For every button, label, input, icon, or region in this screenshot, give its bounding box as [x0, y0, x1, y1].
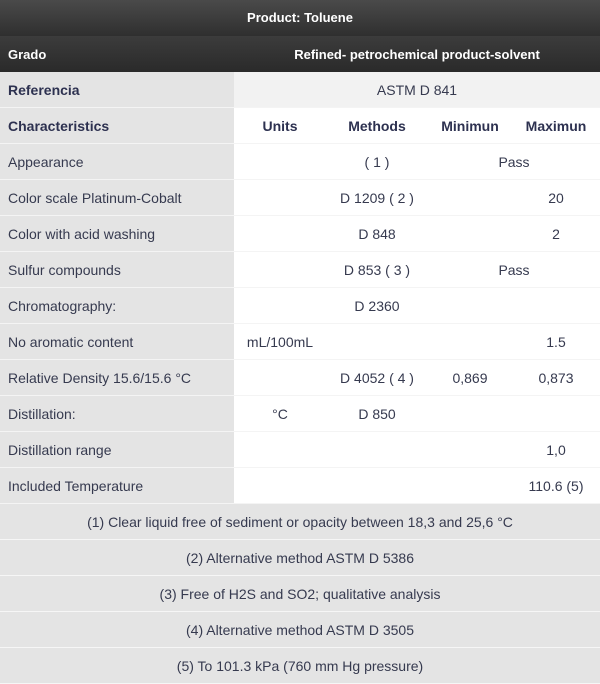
table-row: Appearance ( 1 ) Pass — [0, 144, 600, 180]
row-method: D 853 ( 3 ) — [343, 261, 411, 278]
header-units: Units — [262, 117, 298, 134]
table-row: Color with acid washing D 848 2 — [0, 216, 600, 252]
row-characteristic: Sulfur compounds — [0, 252, 234, 287]
row-method: D 848 — [358, 225, 396, 242]
table-title: Product: Toluene — [0, 0, 600, 36]
row-characteristic: No aromatic content — [0, 324, 234, 359]
row-characteristic: Color scale Platinum-Cobalt — [0, 180, 234, 215]
row-characteristic: Relative Density 15.6/15.6 °C — [0, 360, 234, 395]
header-minimum: Minimun — [441, 117, 499, 134]
table-row: Included Temperature 110.6 (5) — [0, 468, 600, 504]
row-min: 0,869 — [452, 369, 488, 386]
grado-row: Grado Refined- petrochemical product-sol… — [0, 36, 600, 72]
row-max: 20 — [548, 189, 564, 206]
header-row: Characteristics Units Methods Minimun Ma… — [0, 108, 600, 144]
table-row: Color scale Platinum-Cobalt D 1209 ( 2 )… — [0, 180, 600, 216]
grado-value: Refined- petrochemical product-solvent — [294, 46, 540, 62]
table-row: Chromatography: D 2360 — [0, 288, 600, 324]
row-method: D 1209 ( 2 ) — [340, 189, 414, 206]
row-characteristic: Color with acid washing — [0, 216, 234, 251]
grado-label: Grado — [8, 46, 47, 62]
header-characteristics: Characteristics — [0, 108, 234, 143]
row-max: 110.6 (5) — [528, 477, 584, 494]
referencia-row: Referencia ASTM D 841 — [0, 72, 600, 108]
row-characteristic: Chromatography: — [0, 288, 234, 323]
row-characteristic: Appearance — [0, 144, 234, 179]
row-method: D 2360 — [354, 297, 400, 314]
table-row: Distillation range 1,0 — [0, 432, 600, 468]
row-units: mL/100mL — [246, 333, 314, 350]
footnote-3: (3) Free of H2S and SO2; qualitative ana… — [0, 576, 600, 612]
row-characteristic: Included Temperature — [0, 468, 234, 503]
row-max: 1,0 — [546, 441, 566, 458]
header-methods: Methods — [348, 117, 406, 134]
row-max: 2 — [552, 225, 560, 242]
table-row: Distillation: °C D 850 — [0, 396, 600, 432]
footnote-4: (4) Alternative method ASTM D 3505 — [0, 612, 600, 648]
referencia-label: Referencia — [0, 72, 234, 107]
row-method: D 4052 ( 4 ) — [340, 369, 414, 386]
footnote-1: (1) Clear liquid free of sediment or opa… — [0, 504, 600, 540]
header-maximum: Maximun — [525, 117, 587, 134]
row-max: 0,873 — [538, 369, 574, 386]
row-characteristic: Distillation: — [0, 396, 234, 431]
footnote-2: (2) Alternative method ASTM D 5386 — [0, 540, 600, 576]
table-row: No aromatic content mL/100mL 1.5 — [0, 324, 600, 360]
row-method: D 850 — [358, 405, 396, 422]
row-method: ( 1 ) — [364, 153, 390, 170]
row-max: 1.5 — [546, 333, 566, 350]
row-units: °C — [272, 405, 288, 422]
table-row: Sulfur compounds D 853 ( 3 ) Pass — [0, 252, 600, 288]
row-spec: Pass — [498, 261, 530, 278]
table-row: Relative Density 15.6/15.6 °C D 4052 ( 4… — [0, 360, 600, 396]
referencia-value: ASTM D 841 — [234, 72, 600, 107]
row-characteristic: Distillation range — [0, 432, 234, 467]
footnote-5: (5) To 101.3 kPa (760 mm Hg pressure) — [0, 648, 600, 684]
row-spec: Pass — [498, 153, 530, 170]
